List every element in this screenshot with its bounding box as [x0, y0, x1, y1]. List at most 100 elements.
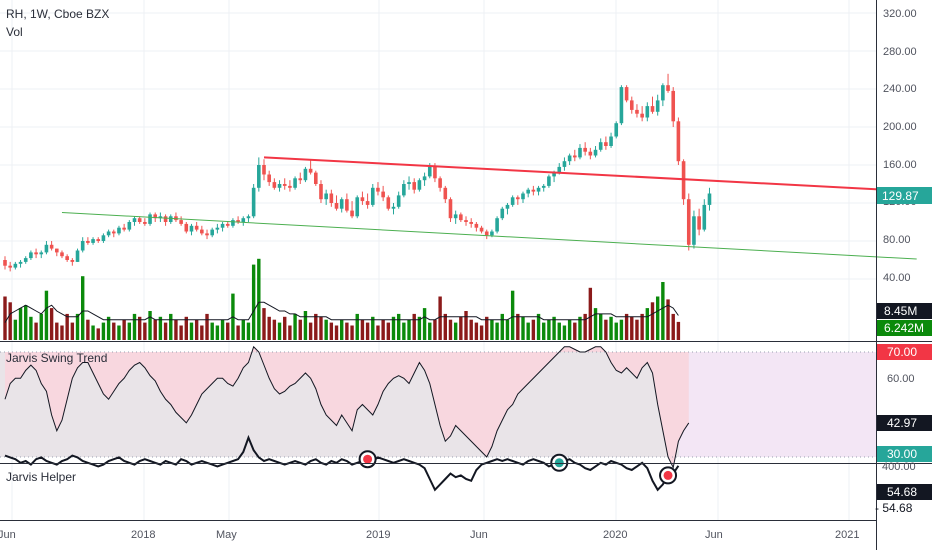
candle-body[interactable]	[13, 263, 18, 268]
candle-body[interactable]	[578, 147, 582, 158]
candle-body[interactable]	[39, 252, 44, 255]
candle-body[interactable]	[122, 227, 126, 230]
candle-body[interactable]	[96, 239, 101, 241]
candle-body[interactable]	[236, 220, 240, 222]
candle-body[interactable]	[345, 199, 349, 211]
candle-body[interactable]	[562, 161, 567, 167]
candle-body[interactable]	[464, 220, 468, 222]
candle-body[interactable]	[567, 155, 572, 162]
candle-body[interactable]	[282, 184, 287, 186]
candle-body[interactable]	[127, 222, 132, 230]
candle-body[interactable]	[609, 136, 613, 147]
candle-body[interactable]	[510, 197, 515, 205]
candle-body[interactable]	[650, 106, 655, 112]
candle-body[interactable]	[588, 151, 593, 156]
helper-axis[interactable]: 400.00 54.68 - 54.68	[875, 461, 932, 515]
candle-body[interactable]	[241, 218, 246, 222]
candle-body[interactable]	[86, 241, 90, 243]
candle-body[interactable]	[350, 210, 354, 217]
candle-body[interactable]	[422, 176, 427, 181]
candle-body[interactable]	[60, 252, 64, 257]
candle-body[interactable]	[417, 180, 422, 190]
candle-body[interactable]	[640, 113, 644, 118]
candle-body[interactable]	[516, 197, 520, 200]
candle-body[interactable]	[75, 250, 80, 262]
candle-body[interactable]	[604, 142, 608, 146]
candle-body[interactable]	[448, 199, 453, 219]
candle-body[interactable]	[267, 174, 271, 183]
candle-body[interactable]	[557, 166, 562, 173]
time-axis[interactable]: Jun 2018 May 2019 Jun 2020 Jun 2021	[0, 529, 859, 541]
candle-body[interactable]	[70, 260, 75, 262]
candle-body[interactable]	[381, 191, 385, 198]
candle-body[interactable]	[205, 233, 209, 236]
candle-body[interactable]	[427, 166, 432, 177]
support-trendline[interactable]	[61, 212, 917, 260]
candle-body[interactable]	[319, 184, 323, 200]
candle-body[interactable]	[194, 225, 199, 230]
candle-body[interactable]	[55, 248, 59, 253]
candle-body[interactable]	[552, 172, 556, 177]
candle-body[interactable]	[106, 231, 111, 236]
candle-body[interactable]	[189, 225, 194, 232]
candle-body[interactable]	[210, 229, 214, 236]
candle-body[interactable]	[583, 147, 587, 152]
candle-body[interactable]	[288, 185, 292, 188]
candle-body[interactable]	[686, 199, 691, 245]
candle-body[interactable]	[220, 223, 225, 228]
candle-body[interactable]	[277, 184, 282, 188]
candle-body[interactable]	[402, 184, 406, 196]
candle-body[interactable]	[526, 189, 530, 194]
candle-body[interactable]	[614, 123, 619, 137]
candle-body[interactable]	[355, 197, 360, 217]
candle-body[interactable]	[702, 204, 707, 230]
candle-body[interactable]	[676, 121, 681, 162]
candle-body[interactable]	[505, 204, 510, 209]
resistance-trendline[interactable]	[263, 156, 922, 193]
candle-body[interactable]	[339, 199, 344, 209]
candle-body[interactable]	[619, 87, 624, 124]
candle-body[interactable]	[692, 216, 696, 245]
candle-body[interactable]	[200, 229, 204, 234]
candle-body[interactable]	[314, 172, 318, 184]
candle-body[interactable]	[225, 223, 230, 226]
candle-body[interactable]	[391, 206, 396, 209]
candle-body[interactable]	[65, 256, 69, 260]
candle-body[interactable]	[251, 187, 256, 217]
candle-body[interactable]	[474, 223, 479, 228]
candle-body[interactable]	[438, 178, 442, 188]
candle-body[interactable]	[629, 100, 634, 110]
candle-body[interactable]	[257, 165, 261, 188]
candle-body[interactable]	[246, 216, 251, 219]
candle-body[interactable]	[158, 216, 163, 219]
candle-body[interactable]	[536, 187, 541, 192]
candle-body[interactable]	[500, 208, 505, 219]
candle-body[interactable]	[370, 187, 375, 205]
candle-body[interactable]	[91, 239, 95, 243]
candle-body[interactable]	[308, 168, 313, 173]
candle-body[interactable]	[3, 260, 7, 266]
candle-body[interactable]	[624, 87, 629, 101]
candle-body[interactable]	[137, 218, 142, 222]
candle-body[interactable]	[334, 203, 339, 209]
candle-body[interactable]	[174, 216, 178, 221]
candle-body[interactable]	[521, 193, 525, 200]
candle-body[interactable]	[453, 214, 458, 219]
candle-body[interactable]	[547, 176, 551, 186]
candle-body[interactable]	[132, 218, 137, 222]
candle-body[interactable]	[18, 261, 23, 264]
candle-body[interactable]	[433, 166, 437, 179]
candle-body[interactable]	[111, 231, 116, 234]
candle-body[interactable]	[329, 193, 334, 204]
candle-body[interactable]	[117, 227, 121, 234]
candle-body[interactable]	[707, 193, 712, 205]
candle-body[interactable]	[666, 85, 670, 91]
candle-body[interactable]	[396, 195, 401, 207]
oscillator-axis[interactable]: 70.00 60.00 42.97 30.00	[877, 344, 932, 462]
candle-body[interactable]	[303, 168, 308, 181]
candle-body[interactable]	[272, 182, 277, 188]
candle-body[interactable]	[153, 214, 158, 219]
candle-body[interactable]	[376, 187, 380, 192]
candle-body[interactable]	[49, 244, 54, 249]
candle-body[interactable]	[44, 244, 49, 253]
